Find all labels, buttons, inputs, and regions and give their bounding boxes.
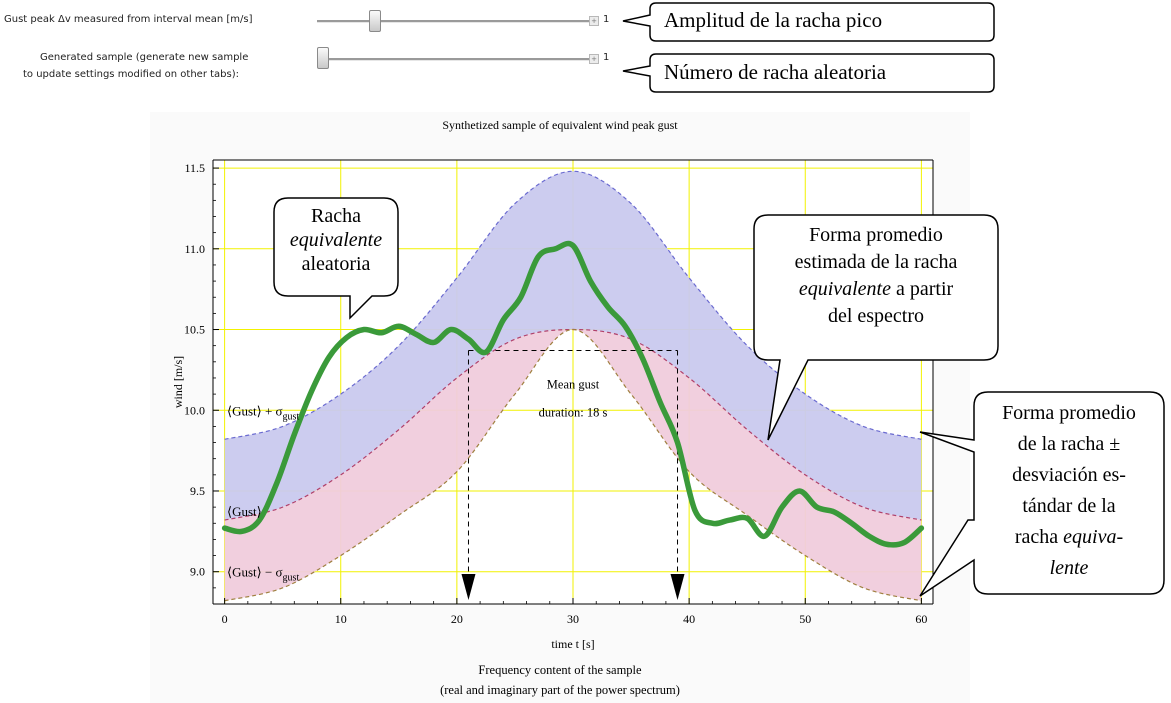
slider1-label: Gust peak Δv measured from interval mean… [4,14,253,25]
x-tick-label: 60 [915,612,927,626]
slider2-expand-icon[interactable]: + [589,54,599,64]
slider2-label-line1: Generated sample (generate new sample [40,52,249,63]
amplitude-callout-text: Amplitud de la racha pico [664,8,883,32]
gust-number-callout-text: Número de racha aleatoria [664,60,887,84]
y-tick-label: 9.0 [190,565,205,579]
band-line5-italic: equiva- [1063,526,1124,548]
label-gust-mean: ⟨Gust⟩ [227,504,262,519]
band-line3: desviación es- [1012,464,1126,486]
lower-sigma-curve [224,328,922,602]
slider1-thumb[interactable] [369,10,382,32]
mean-shape-line3-rest: a partir [891,278,954,300]
y-tick-label: 10.5 [184,323,205,337]
chart-title: Synthetized sample of equivalent wind pe… [442,118,678,132]
annotation-line2: duration: 18 s [539,406,608,420]
band-line5: racha equiva- [974,522,1164,553]
label-gust-minus-sigma-subscript: gust [283,573,300,584]
y-tick-label: 11.5 [184,161,205,175]
x-tick-label: 40 [683,612,695,626]
mean-shape-callout: Forma promedio estimada de la racha equi… [754,222,998,330]
amplitude-callout-shape [622,2,995,93]
random-gust-line2: equivalente [289,229,383,251]
y-axis-label: wind [m/s] [171,356,185,408]
frequency-content-line1: Frequency content of the sample [478,663,642,677]
x-tick-label: 20 [451,612,463,626]
slider2-value: 1 [603,52,610,63]
mean-shape-line4: del espectro [827,305,925,327]
random-gust-callout: Racha equivalente aleatoria [274,204,398,276]
slider1-track[interactable] [317,20,593,23]
band-line6: lente [1049,557,1089,579]
mean-shape-line2: estimada de la racha [794,251,958,273]
band-line2: de la racha ± [1017,433,1121,455]
mean-shape-line3: equivalente a partir [754,276,998,303]
lower-band-area [224,329,922,601]
label-gust-minus-sigma: ⟨Gust⟩ − σgust [227,565,299,584]
random-gust-line3: aleatoria [301,253,371,275]
slider2-track[interactable] [317,58,593,61]
slider1-value: 1 [603,14,610,25]
x-tick-label: 10 [335,612,347,626]
label-gust-plus-sigma-subscript: gust [283,411,300,422]
band-line5-plain: racha [1014,526,1064,548]
x-tick-label: 50 [799,612,811,626]
frequency-content-line2: (real and imaginary part of the power sp… [440,683,680,697]
slider1-expand-icon[interactable]: + [589,16,599,26]
band-line1: Forma promedio [1002,402,1136,424]
y-tick-label: 10.0 [184,403,205,417]
x-tick-label: 0 [222,612,228,626]
label-gust-plus-sigma: ⟨Gust⟩ + σgust [227,403,299,422]
duration-arrowhead-left [461,574,476,600]
x-axis-label: time t [s] [551,637,594,651]
upper-sigma-curve [224,170,922,440]
band-line4: tándar de la [1022,495,1116,517]
random-sample-line [221,240,925,548]
annotation-line1: Mean gust [547,378,600,392]
mean-shape-line3-italic: equivalente [798,278,891,300]
random-gust-line1: Racha [311,205,361,227]
mean-shape-line1: Forma promedio [809,224,943,246]
slider2-label-line2: to update settings modified on other tab… [23,69,239,80]
duration-arrowhead-right [670,574,685,600]
band-callout: Forma promedio de la racha ± desviación … [974,398,1164,584]
slider2-thumb[interactable] [317,47,329,69]
y-tick-label: 11.0 [184,242,205,256]
y-tick-label: 9.5 [190,484,205,498]
upper-band-area [224,171,922,521]
x-tick-label: 30 [567,612,579,626]
